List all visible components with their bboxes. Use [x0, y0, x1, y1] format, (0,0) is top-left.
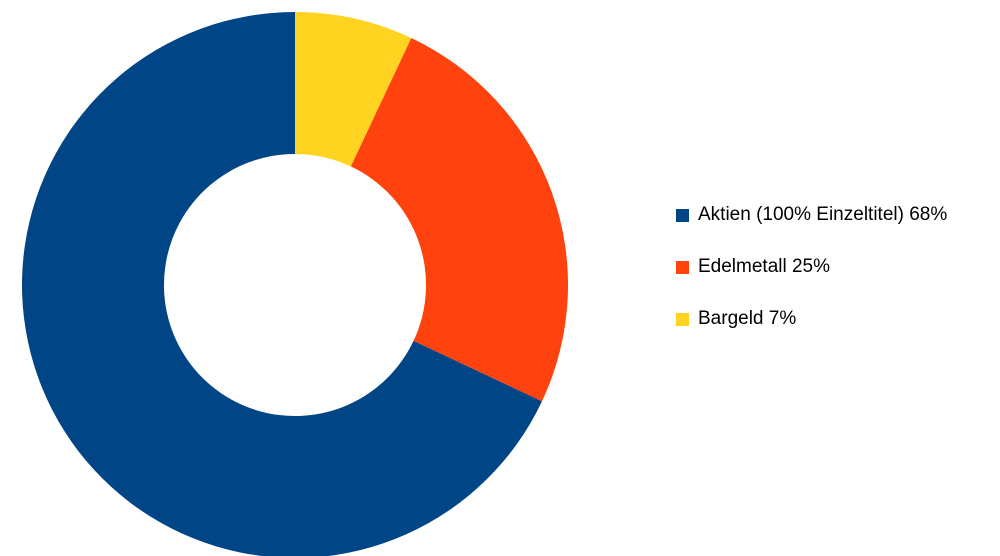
donut-segment-2 [295, 12, 412, 167]
legend-item-edelmetall: Edelmetall 25% [676, 256, 947, 278]
donut-segments [22, 12, 568, 556]
legend-item-bargeld: Bargeld 7% [676, 308, 947, 330]
legend-marker-bargeld [676, 312, 689, 326]
legend-label-bargeld: Bargeld 7% [698, 308, 797, 329]
legend-label-aktien: Aktien (100% Einzeltitel) 68% [698, 204, 948, 225]
chart-legend: Aktien (100% Einzeltitel) 68% Edelmetall… [676, 204, 947, 330]
donut-segment-0 [22, 12, 543, 556]
legend-marker-edelmetall [676, 260, 689, 274]
legend-item-aktien: Aktien (100% Einzeltitel) 68% [676, 204, 947, 226]
donut-segment-1 [350, 37, 568, 402]
legend-marker-aktien [676, 208, 689, 222]
legend-label-edelmetall: Edelmetall 25% [698, 256, 831, 277]
